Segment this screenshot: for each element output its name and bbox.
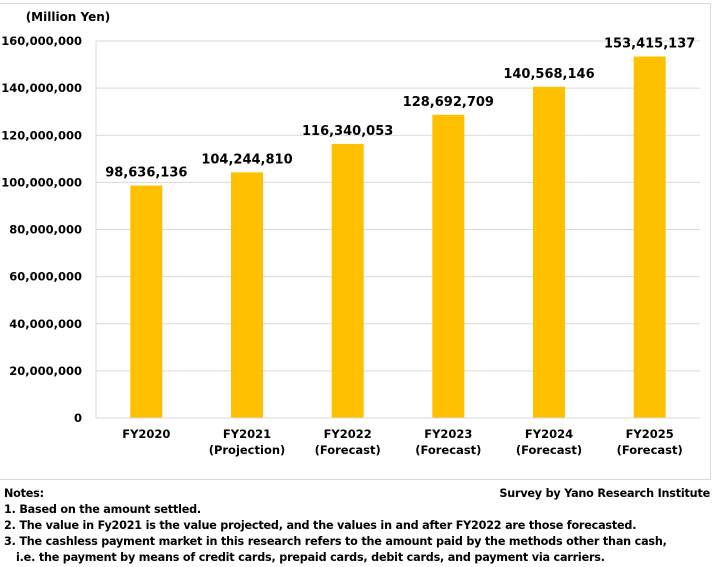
bar [432, 114, 465, 418]
x-tick-label: (Projection) [209, 443, 286, 457]
bar-chart: (Million Yen) 0 20,000,000 40,000,000 60,00… [1, 10, 700, 457]
bar [130, 185, 163, 418]
x-tick-label: FY2023 [424, 427, 472, 441]
data-label: 116,340,053 [302, 124, 393, 139]
gridlines [96, 40, 700, 372]
note-3-continued: i.e. the payment by means of credit card… [16, 551, 605, 564]
x-axis-ticks: FY2020 FY2021 (Projection) FY2022 (Forecast)… [122, 427, 683, 457]
bar [633, 56, 666, 418]
y-tick-label: 120,000,000 [1, 128, 82, 142]
x-tick-label: (Forecast) [516, 443, 582, 457]
x-tick-label: FY2025 [626, 427, 674, 441]
y-tick-label: 0 [74, 411, 82, 425]
x-tick-label: (Forecast) [617, 443, 683, 457]
x-tick-label: (Forecast) [315, 443, 381, 457]
y-tick-label: 20,000,000 [9, 364, 82, 378]
x-tick-label: FY2024 [525, 427, 573, 441]
source-credit: Survey by Yano Research Institute [499, 487, 710, 500]
chart-frame [0, 3, 711, 480]
y-axis-ticks: 0 20,000,000 40,000,000 60,000,000 80,000,00… [1, 34, 82, 425]
x-tick-label: FY2021 [223, 427, 271, 441]
data-label: 104,244,810 [201, 152, 292, 167]
y-tick-label: 140,000,000 [1, 81, 82, 95]
y-tick-label: 40,000,000 [9, 317, 82, 331]
data-label: 98,636,136 [105, 166, 187, 181]
x-tick-label: FY2020 [122, 427, 170, 441]
notes: Notes: 1. Based on the amount settled. 2… [4, 486, 710, 566]
bar [331, 143, 364, 418]
data-label: 153,415,137 [604, 37, 695, 52]
x-tick-label: (Forecast) [415, 443, 481, 457]
data-label: 128,692,709 [403, 95, 494, 110]
data-labels: 98,636,136 104,244,810 116,340,053 128,692,… [105, 37, 695, 181]
notes-heading: Notes: [4, 487, 44, 500]
note-2: 2. The value in Fy2021 is the value proj… [4, 519, 637, 532]
data-label: 140,568,146 [503, 67, 594, 82]
y-tick-label: 60,000,000 [9, 270, 82, 284]
y-tick-label: 80,000,000 [9, 223, 82, 237]
note-3: 3. The cashless payment market in this r… [4, 535, 667, 548]
bar [533, 86, 565, 418]
y-tick-label: 100,000,000 [1, 175, 82, 189]
note-1: 1. Based on the amount settled. [4, 503, 201, 516]
unit-label: (Million Yen) [26, 10, 111, 24]
bar [231, 172, 263, 418]
bars [130, 56, 666, 418]
x-tick-label: FY2022 [324, 427, 372, 441]
y-tick-label: 160,000,000 [1, 34, 82, 48]
